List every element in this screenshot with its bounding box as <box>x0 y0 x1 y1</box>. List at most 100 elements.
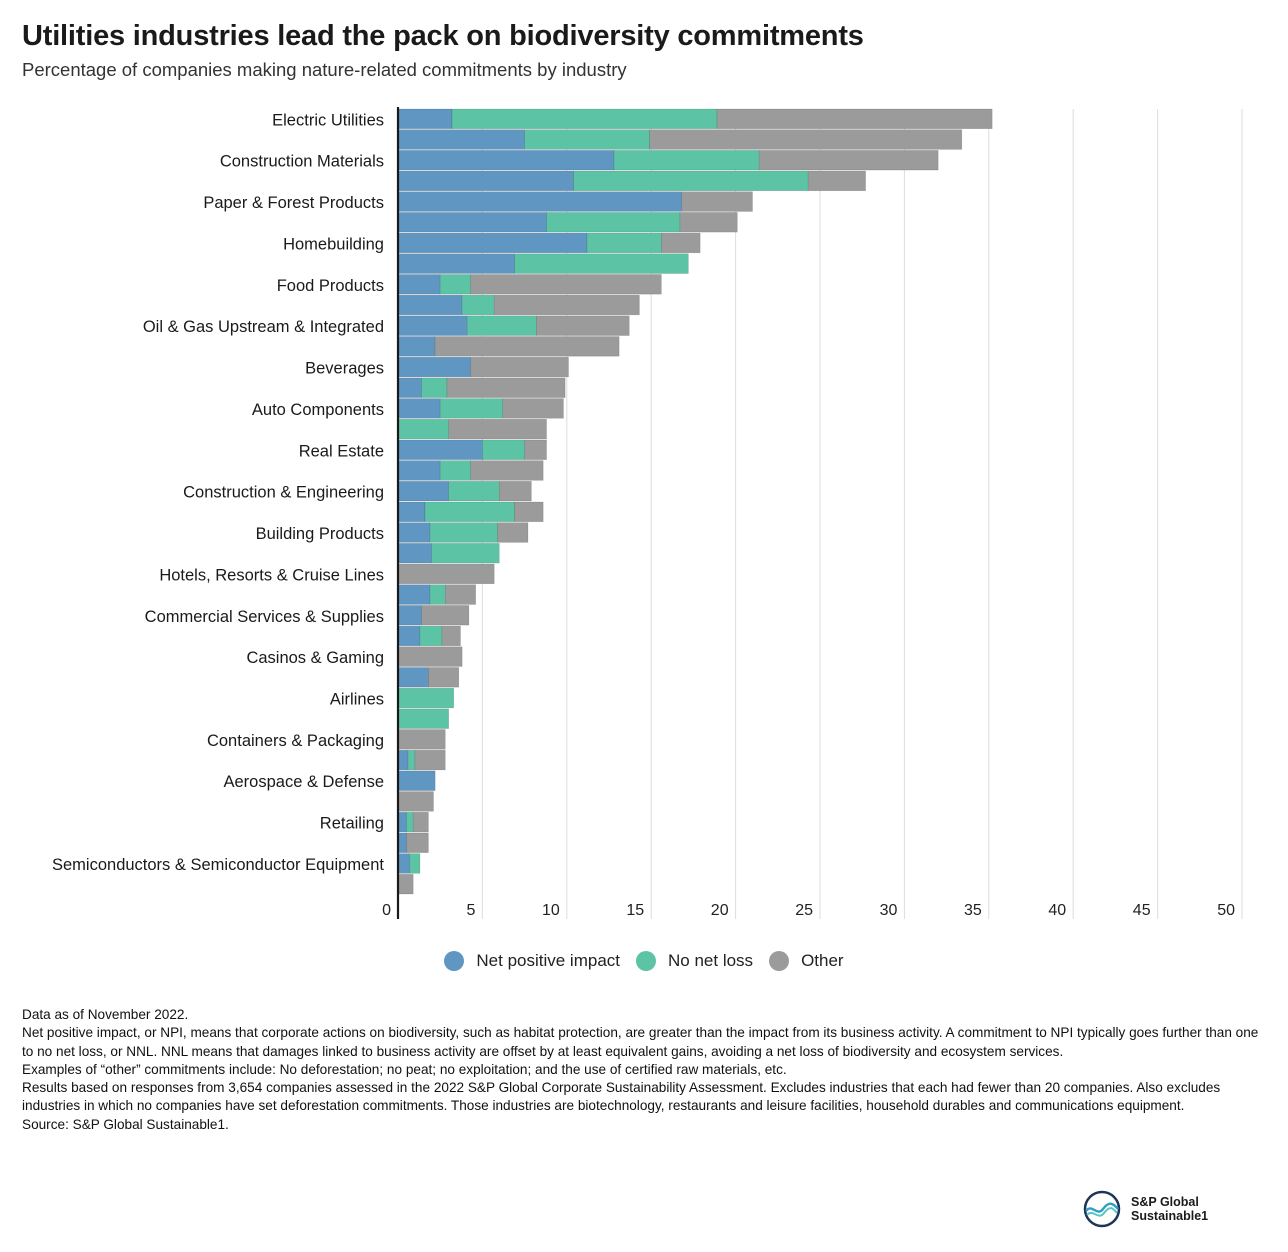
bar-other-row-10 <box>536 315 630 336</box>
category-label-12: Commercial Services & Supplies <box>145 608 384 626</box>
bar-npi-row-17 <box>397 460 441 481</box>
bar-other-row-14 <box>502 398 564 419</box>
legend-item-nnl: No net loss <box>636 951 753 971</box>
bar-other-row-11 <box>434 336 620 357</box>
footnote-definitions: Net positive impact, or NPI, means that … <box>22 1025 1259 1059</box>
bar-npi-row-6 <box>397 232 588 254</box>
x-tick-label-40: 40 <box>1048 902 1066 919</box>
x-tick-label-25: 25 <box>795 902 813 919</box>
bar-other-row-34 <box>412 811 429 833</box>
bar-other-row-6 <box>661 232 701 254</box>
bar-nnl-row-13 <box>421 377 448 398</box>
bar-npi-row-11 <box>397 336 436 357</box>
bar-other-row-13 <box>446 377 566 398</box>
category-label-1: Construction Materials <box>220 153 384 171</box>
category-label-8: Real Estate <box>299 442 384 460</box>
bar-npi-row-34 <box>397 811 407 833</box>
bar-other-row-25 <box>441 625 461 647</box>
bar-npi-row-23 <box>397 584 431 605</box>
bar-npi-row-18 <box>397 481 449 502</box>
bar-other-row-1 <box>649 129 963 150</box>
x-tick-label-50: 50 <box>1217 902 1235 919</box>
bar-npi-row-21 <box>397 543 433 564</box>
bar-nnl-row-19 <box>424 501 515 522</box>
category-label-15: Containers & Packaging <box>207 732 384 750</box>
legend-swatch-nnl <box>636 951 657 971</box>
bar-nnl-row-15 <box>397 418 449 440</box>
bar-nnl-row-16 <box>482 439 525 460</box>
bar-nnl-row-36 <box>409 853 421 874</box>
x-tick-label-0: 0 <box>382 902 391 919</box>
legend-swatch-other <box>769 951 790 971</box>
category-label-9: Construction & Engineering <box>183 484 384 502</box>
bar-npi-row-8 <box>397 274 441 295</box>
x-tick-label-35: 35 <box>964 902 982 919</box>
bar-other-row-2 <box>758 150 939 171</box>
bar-npi-row-5 <box>397 212 547 233</box>
category-label-11: Hotels, Resorts & Cruise Lines <box>159 566 384 584</box>
bar-npi-row-4 <box>397 191 682 212</box>
bar-npi-row-13 <box>397 377 422 398</box>
bar-npi-row-0 <box>397 108 453 129</box>
category-label-13: Casinos & Gaming <box>246 649 384 667</box>
bar-other-row-4 <box>681 191 753 212</box>
bar-nnl-row-8 <box>439 274 471 295</box>
legend-label-npi: Net positive impact <box>476 951 621 970</box>
bar-other-row-23 <box>444 584 476 605</box>
category-label-0: Electric Utilities <box>272 111 384 129</box>
bar-npi-row-31 <box>397 749 409 771</box>
bar-other-row-27 <box>428 667 460 688</box>
bar-npi-row-12 <box>397 356 471 378</box>
bar-nnl-row-23 <box>429 584 446 605</box>
bar-nnl-row-6 <box>586 232 662 254</box>
bar-other-row-5 <box>679 212 738 233</box>
bar-other-row-3 <box>807 170 866 192</box>
bar-other-row-37 <box>397 874 414 895</box>
bar-npi-row-9 <box>397 294 463 316</box>
bar-npi-row-3 <box>397 170 574 192</box>
logo-line-1: S&P Global <box>1131 1194 1199 1209</box>
bar-other-row-16 <box>524 439 547 460</box>
bar-npi-row-32 <box>397 770 436 791</box>
bar-other-row-19 <box>514 501 544 522</box>
bar-other-row-12 <box>470 356 569 378</box>
bar-nnl-row-17 <box>439 460 471 481</box>
bar-npi-row-16 <box>397 439 483 460</box>
sp-global-logo: S&P Global Sustainable1 <box>1083 1190 1208 1228</box>
bar-nnl-row-31 <box>407 749 416 771</box>
bar-nnl-row-2 <box>613 150 760 171</box>
bar-nnl-row-3 <box>573 170 809 192</box>
bar-chart: 0 5 10 15 20 25 30 35 40 45 50 Electric Utilities Co… <box>52 107 1243 919</box>
bar-nnl-row-18 <box>448 481 500 502</box>
bar-npi-row-19 <box>397 501 426 522</box>
footnote-methodology: Results based on responses from 3,654 co… <box>22 1080 1221 1114</box>
x-tick-label-5: 5 <box>466 902 475 919</box>
category-label-4: Food Products <box>277 277 384 295</box>
bar-other-row-31 <box>414 749 446 771</box>
bar-npi-row-2 <box>397 150 615 171</box>
bar-nnl-row-5 <box>546 212 681 233</box>
x-tick-label-15: 15 <box>626 902 644 919</box>
bar-nnl-row-29 <box>397 708 449 729</box>
bar-npi-row-1 <box>397 129 525 150</box>
bar-other-row-18 <box>498 481 532 502</box>
bar-nnl-row-9 <box>461 294 495 316</box>
legend-label-other: Other <box>801 951 844 970</box>
bar-other-row-9 <box>493 294 640 316</box>
logo-line-2: Sustainable1 <box>1131 1209 1209 1223</box>
bar-npi-row-20 <box>397 522 431 543</box>
bar-nnl-row-7 <box>514 253 689 274</box>
bar-other-row-22 <box>397 563 495 585</box>
legend-label-nnl: No net loss <box>668 951 754 970</box>
bar-npi-row-14 <box>397 398 441 419</box>
bar-other-row-17 <box>470 460 544 481</box>
legend-item-npi: Net positive impact <box>444 951 620 971</box>
bar-other-row-20 <box>497 522 529 543</box>
bar-nnl-row-21 <box>431 543 500 564</box>
bar-nnl-row-1 <box>524 129 650 150</box>
bar-other-row-0 <box>716 108 993 129</box>
bar-nnl-row-0 <box>451 108 718 129</box>
bar-nnl-row-25 <box>419 625 443 647</box>
bar-npi-row-10 <box>397 315 468 336</box>
legend-swatch-npi <box>444 951 465 971</box>
